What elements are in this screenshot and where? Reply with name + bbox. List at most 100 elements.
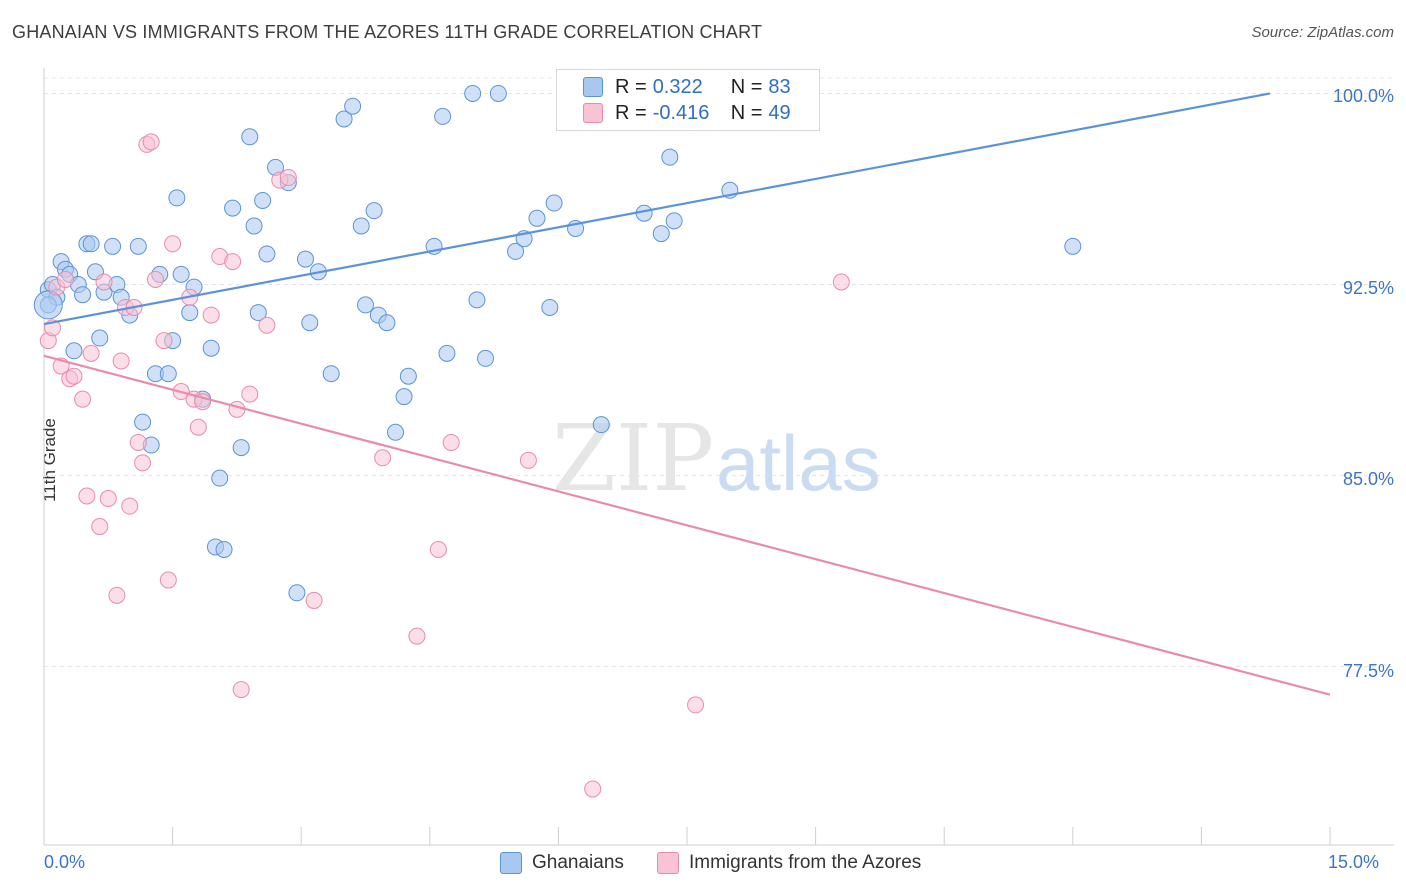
bottom-legend-label: Immigrants from the Azores [689,852,922,873]
data-point [519,451,537,469]
data-point [429,540,447,558]
data-point [357,296,374,314]
data-point [56,270,74,288]
trend-line [43,92,1271,326]
data-point [181,304,199,322]
legend-r-value: 0.322 [652,75,703,98]
data-point [224,199,242,217]
chart-title: GHANAIAN VS IMMIGRANTS FROM THE AZORES 1… [12,22,763,42]
watermark-zip: ZIP [552,405,714,512]
bottom-legend-swatch [500,852,522,874]
data-point [489,84,507,102]
data-point [528,209,546,227]
data-point [507,242,525,260]
data-point [387,423,405,441]
data-point [74,390,92,408]
legend-swatch-azores [583,103,603,123]
series-ghanaians-points [33,84,1082,602]
legend-n-label: N = [730,101,763,124]
data-point [832,273,850,291]
data-point [652,225,670,243]
bottom-legend-label: Ghanaians [532,852,624,873]
data-point [438,344,456,362]
data-point [104,237,122,255]
data-point [665,212,683,230]
data-point [65,367,83,385]
data-point [74,286,92,304]
trend-lines [43,92,1331,696]
data-point [232,439,250,457]
data-point [134,413,152,431]
data-point [142,133,160,151]
y-tick-label: 92.5% [1342,278,1394,298]
data-point [129,237,147,255]
data-point [335,110,353,128]
watermark: ZIP atlas [552,405,881,512]
legend-n-label: N = [730,75,763,98]
data-point [1064,237,1082,255]
y-tick-label: 85.0% [1342,469,1394,489]
x-tick-label: 15.0% [1328,852,1380,872]
grid-lines [44,77,1394,668]
data-point [241,385,259,403]
data-point [305,591,323,609]
data-point [434,107,452,125]
data-point [442,433,460,451]
data-point [365,202,383,220]
data-point [78,487,96,505]
legend-row-ghanaians: R = 0.322 N = 83 [583,74,791,100]
watermark-atlas: atlas [716,419,881,507]
data-point [189,418,207,436]
data-point [468,291,486,309]
data-point [301,314,319,332]
data-point-cluster [33,290,63,320]
data-point [159,571,177,589]
data-point [249,304,267,322]
bottom-legend-azores: Immigrants from the Azores [657,852,921,874]
data-point [352,217,370,235]
data-point [477,349,495,367]
data-point [108,586,126,604]
data-point [258,316,276,334]
data-point [159,365,177,383]
legend-row-azores: R = -0.416 N = 49 [583,100,791,126]
data-point [399,367,417,385]
data-point [464,84,482,102]
bottom-legend-ghanaians: Ghanaians [500,852,624,874]
y-tick-label: 77.5% [1342,661,1394,681]
x-tick-label: 0.0% [44,852,86,872]
data-point [164,235,182,253]
data-point [374,449,392,467]
data-point [395,388,413,406]
data-point [168,189,186,207]
y-tick-label: 100.0% [1332,86,1394,106]
data-point [82,344,100,362]
data-point [344,97,362,115]
data-point [232,681,250,699]
data-point [545,194,563,212]
data-point [687,696,705,714]
data-point [146,270,164,288]
data-point [661,148,679,166]
data-point [584,780,602,798]
data-point [408,627,426,645]
data-point [215,540,233,558]
correlation-legend: R = 0.322 N = 83 R = -0.416 N = 49 [556,69,820,131]
data-point [155,332,173,350]
data-point [82,235,100,253]
axes [43,68,1394,846]
data-point [296,250,314,268]
trend-line [43,354,1331,696]
data-point [592,416,610,434]
data-point [254,191,272,209]
data-point [245,217,263,235]
data-point [129,433,147,451]
legend-n-value: 83 [768,75,791,98]
data-point [95,273,113,291]
data-point [99,490,117,508]
data-point [202,339,220,357]
data-point [279,169,297,187]
data-point [121,497,139,515]
series-azores-points [39,133,850,798]
